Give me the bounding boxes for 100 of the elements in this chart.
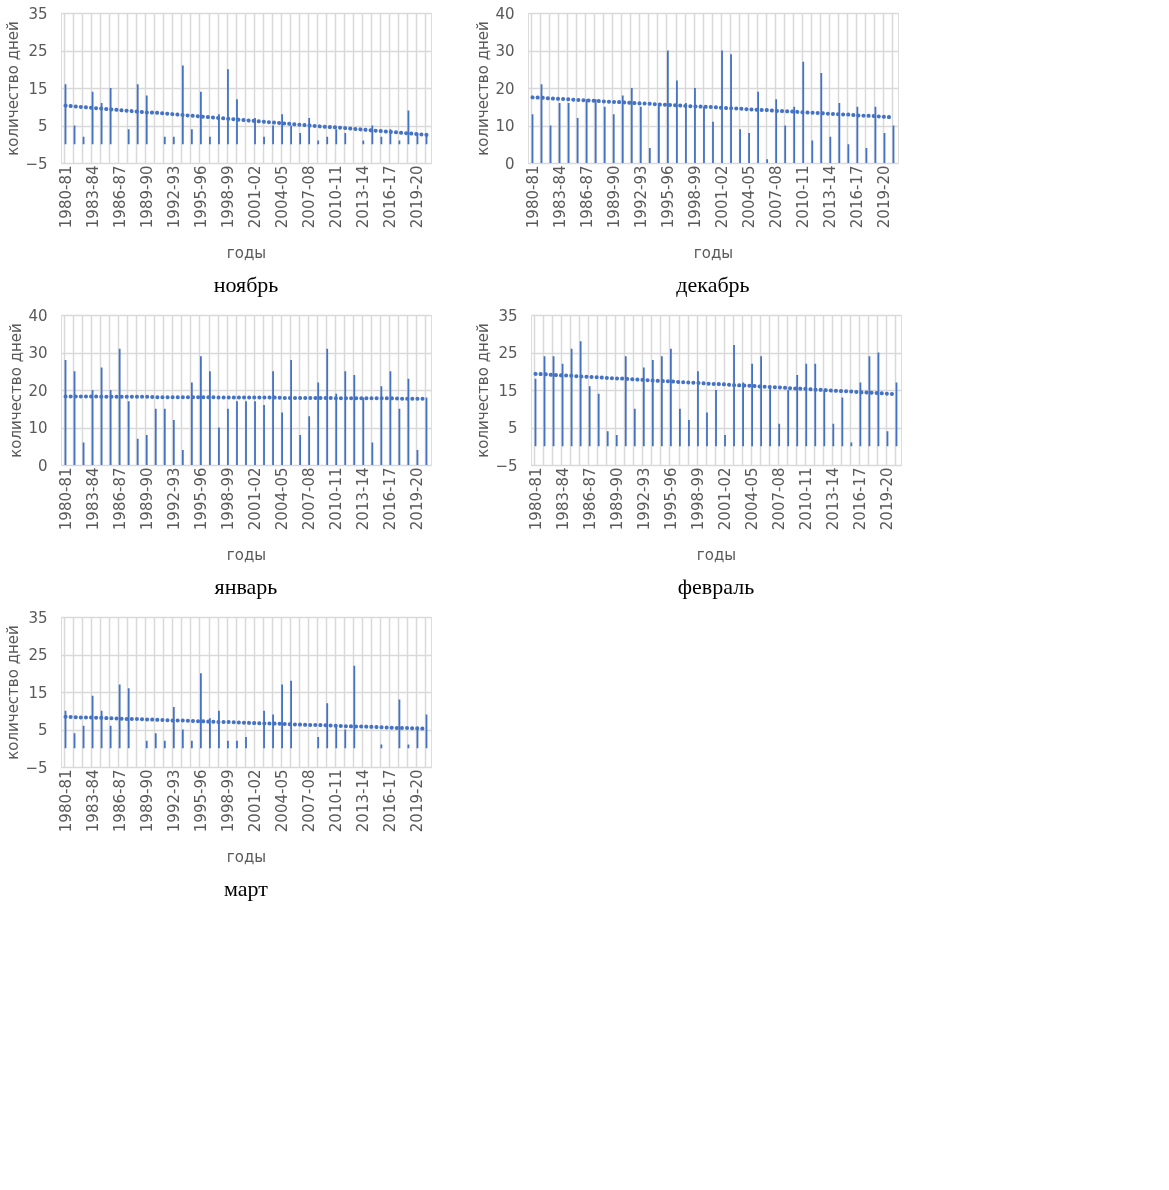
x-tick-label: 2004-05: [273, 165, 292, 229]
y-tick-label: −5: [495, 456, 518, 475]
x-tick-label: 2001-02: [713, 165, 732, 229]
x-tick-label: 1998-99: [218, 165, 237, 229]
text: январь: [214, 573, 278, 599]
text: ноябрь: [213, 271, 279, 297]
x-tick-label: 1986-87: [110, 165, 129, 229]
x-tick-label: 2004-05: [740, 165, 759, 229]
x-tick-label: 2010-11: [327, 467, 346, 531]
x-tick-label: 1992-93: [164, 165, 183, 229]
text: декабрь: [676, 271, 750, 297]
x-tick-label: 2001-02: [246, 769, 265, 833]
x-tick-label: 2019-20: [408, 467, 427, 531]
y-tick-label: 35: [28, 4, 48, 23]
x-axis-title: годы: [696, 546, 737, 565]
x-tick-label: 1989-90: [137, 769, 156, 833]
x-tick-label: 2019-20: [408, 769, 427, 833]
y-tick-label: 5: [507, 419, 518, 437]
y-tick-label: 0: [37, 456, 48, 475]
x-tick-label: 2001-02: [246, 165, 265, 229]
x-tick-label: 2007-08: [300, 467, 319, 531]
x-tick-label: 2013-14: [824, 467, 843, 531]
y-tick-label: 40: [495, 4, 515, 23]
x-axis-title: годы: [226, 848, 267, 867]
x-tick-label: 2007-08: [770, 467, 789, 531]
x-tick-label: 1986-87: [580, 467, 599, 531]
x-tick-label: 2013-14: [354, 165, 373, 229]
x-tick-label: 2019-20: [878, 467, 897, 531]
y-tick-label: 5: [37, 721, 48, 739]
x-tick-label: 1980-81: [523, 165, 542, 229]
y-tick-label: −5: [25, 758, 48, 777]
x-tick-label: 2010-11: [797, 467, 816, 531]
text: февраль: [677, 573, 755, 599]
x-tick-label: 1986-87: [110, 769, 129, 833]
x-tick-label: 1992-93: [164, 467, 183, 531]
x-tick-label: 1986-87: [110, 467, 129, 531]
x-tick-label: 1998-99: [218, 769, 237, 833]
y-tick-label: 40: [28, 306, 48, 325]
x-tick-label: 2016-17: [851, 467, 870, 531]
y-tick-label: −5: [25, 154, 48, 173]
x-tick-label: 2010-11: [327, 165, 346, 229]
x-tick-label: 2007-08: [300, 165, 319, 229]
y-tick-label: 10: [28, 419, 48, 437]
x-tick-label: 1989-90: [604, 165, 623, 229]
x-tick-label: 2013-14: [354, 467, 373, 531]
y-axis-title: количество дней: [4, 625, 23, 760]
x-tick-label: 2016-17: [848, 165, 867, 229]
x-tick-label: 1995-96: [191, 165, 210, 229]
y-tick-label: 20: [495, 79, 515, 98]
x-tick-label: 2004-05: [273, 467, 292, 531]
y-axis-title: количество дней: [474, 323, 493, 458]
y-tick-label: 30: [28, 344, 48, 362]
y-tick-label: 0: [504, 154, 515, 173]
x-tick-label: 1983-84: [550, 165, 569, 229]
x-tick-label: 1995-96: [661, 467, 680, 531]
x-tick-label: 1983-84: [83, 769, 102, 833]
y-tick-label: 15: [498, 381, 518, 400]
x-tick-label: 1989-90: [137, 165, 156, 229]
x-tick-label: 1998-99: [688, 467, 707, 531]
x-tick-label: 1980-81: [56, 769, 75, 833]
x-tick-label: 2016-17: [381, 165, 400, 229]
x-tick-label: 2007-08: [300, 769, 319, 833]
x-tick-label: 1980-81: [56, 467, 75, 531]
x-tick-label: 1989-90: [607, 467, 626, 531]
x-tick-label: 2016-17: [381, 467, 400, 531]
x-tick-label: 2013-14: [354, 769, 373, 833]
x-tick-label: 2010-11: [794, 165, 813, 229]
x-tick-label: 2004-05: [273, 769, 292, 833]
x-axis-title: годы: [226, 546, 267, 565]
x-tick-label: 2007-08: [767, 165, 786, 229]
y-tick-label: 35: [28, 608, 48, 627]
y-tick-label: 35: [498, 306, 518, 325]
x-tick-label: 1983-84: [83, 165, 102, 229]
x-tick-label: 1998-99: [218, 467, 237, 531]
y-tick-label: 15: [28, 79, 48, 98]
x-tick-label: 1980-81: [56, 165, 75, 229]
text: март: [224, 875, 269, 901]
x-axis-title: годы: [226, 244, 267, 263]
x-tick-label: 1995-96: [191, 467, 210, 531]
x-tick-label: 2010-11: [327, 769, 346, 833]
x-tick-label: 1989-90: [137, 467, 156, 531]
y-tick-label: 20: [28, 381, 48, 400]
x-axis-title: годы: [693, 244, 734, 263]
x-tick-label: 1998-99: [685, 165, 704, 229]
x-tick-label: 1980-81: [526, 467, 545, 531]
x-tick-label: 2001-02: [246, 467, 265, 531]
y-tick-label: 15: [28, 683, 48, 702]
x-tick-label: 2001-02: [716, 467, 735, 531]
y-tick-label: 30: [495, 42, 515, 60]
x-tick-label: 2013-14: [821, 165, 840, 229]
y-tick-label: 5: [37, 117, 48, 135]
x-tick-label: 1992-93: [164, 769, 183, 833]
y-tick-label: 10: [495, 117, 515, 135]
x-tick-label: 2019-20: [408, 165, 427, 229]
x-tick-label: 1995-96: [191, 769, 210, 833]
y-axis-title: количество дней: [474, 21, 493, 156]
x-tick-label: 1992-93: [634, 467, 653, 531]
x-tick-label: 2019-20: [875, 165, 894, 229]
y-axis-title: количество дней: [7, 323, 26, 458]
x-tick-label: 1992-93: [631, 165, 650, 229]
